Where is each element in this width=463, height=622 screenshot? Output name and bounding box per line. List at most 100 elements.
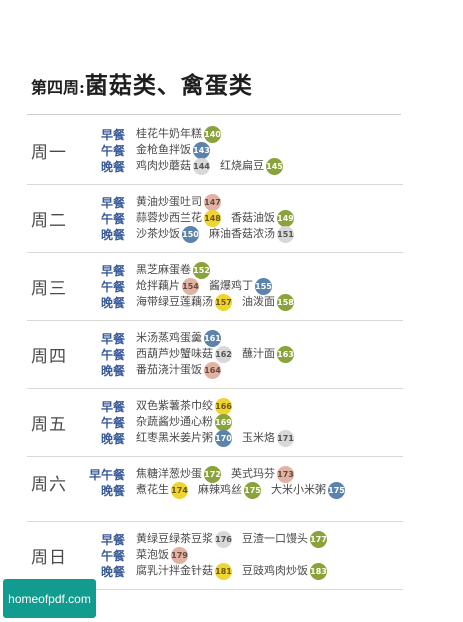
dish-name: 黄油炒蛋吐司 <box>136 195 202 208</box>
dish-name: 黑芝麻蛋卷 <box>136 263 191 276</box>
dish-item: 黑芝麻蛋卷 152 <box>136 261 210 279</box>
meal-type: 早餐 <box>100 128 125 142</box>
dish-name: 英式玛芬 <box>231 467 275 480</box>
page-number-badge: 174 <box>171 481 188 499</box>
page-number-badge: 175 <box>328 481 345 499</box>
dish-item: 大米小米粥 175 <box>271 481 345 499</box>
dish-item: 西葫芦炒蟹味菇 162 <box>136 345 232 363</box>
page-number-badge: 169 <box>215 413 232 431</box>
dish-name: 大米小米粥 <box>271 483 326 496</box>
dish-item: 沙茶炒饭 150 <box>136 225 199 243</box>
dish-item: 腐乳汁拌金针菇 181 <box>136 562 232 580</box>
dish-name: 双色紫薯茶巾绞 <box>136 399 213 412</box>
dish-item: 鸡肉炒蘑菇 144 <box>136 157 210 175</box>
dish-name: 海带绿豆莲藕汤 <box>136 295 213 308</box>
day-divider <box>27 184 403 185</box>
day-label: 周三 <box>31 279 67 299</box>
meal-type: 早餐 <box>100 196 125 210</box>
dish-name: 麻辣鸡丝 <box>198 483 242 496</box>
dish-item: 菜泡饭 179 <box>136 546 188 564</box>
dish-name: 油泼面 <box>242 295 275 308</box>
day-block: 周二 早餐 黄油炒蛋吐司 147 午餐 蒜蓉炒西兰花 148 香菇油饭 149 晚餐 沙茶炒饭 150… <box>27 185 403 253</box>
page-number-badge: 164 <box>204 361 221 379</box>
watermark-badge: homeofpdf.com <box>3 579 96 618</box>
dish-item: 豆渣一口馒头 177 <box>242 530 327 548</box>
dish-item: 蒜蓉炒西兰花 148 <box>136 209 221 227</box>
page-number-badge: 177 <box>310 530 327 548</box>
day-divider <box>27 521 403 522</box>
dish-name: 腐乳汁拌金针菇 <box>136 564 213 577</box>
dish-item: 红烧扁豆 145 <box>220 157 283 175</box>
meal-type: 午餐 <box>100 348 125 362</box>
page-number-badge: 150 <box>182 225 199 243</box>
page-number-badge: 181 <box>215 562 232 580</box>
page-number-badge: 179 <box>171 546 188 564</box>
day-label: 周日 <box>31 548 67 568</box>
meal-type: 午餐 <box>100 416 125 430</box>
page-number-badge: 148 <box>204 209 221 227</box>
meal-type: 晚餐 <box>100 296 125 310</box>
day-label: 周二 <box>31 211 67 231</box>
page-number-badge: 173 <box>277 465 294 483</box>
dish-name: 炝拌藕片 <box>136 279 180 292</box>
day-label: 周五 <box>31 415 67 435</box>
dish-item: 黄绿豆绿茶豆浆 176 <box>136 530 232 548</box>
dish-name: 蒜蓉炒西兰花 <box>136 211 202 224</box>
dish-item: 焦糖洋葱炒蛋 172 <box>136 465 221 483</box>
dish-name: 豆渣一口馒头 <box>242 532 308 545</box>
dish-item: 豆豉鸡肉炒饭 183 <box>242 562 327 580</box>
dish-item: 玉米烙 171 <box>242 429 294 447</box>
dish-name: 番茄浇汁蛋饭 <box>136 363 202 376</box>
title-topic: 菌菇类、禽蛋类 <box>84 72 253 99</box>
page-title: 第四周: 菌菇类、禽蛋类 <box>31 66 253 100</box>
title-divider <box>27 114 401 115</box>
day-divider <box>27 456 403 457</box>
meal-type: 晚餐 <box>100 432 125 446</box>
page-number-badge: 170 <box>215 429 232 447</box>
title-week: 第四周: <box>31 78 85 97</box>
day-block: 周五 早餐 双色紫薯茶巾绞 166 午餐 杂蔬酱炒通心粉 169 晚餐 红枣黑米姜片粥 170 玉米… <box>27 389 403 457</box>
page-number-badge: 155 <box>255 277 272 295</box>
page-number-badge: 143 <box>193 141 210 159</box>
day-divider <box>27 589 403 590</box>
dish-item: 蘸汁面 163 <box>242 345 294 363</box>
dish-item: 油泼面 158 <box>242 293 294 311</box>
meal-type: 晚餐 <box>100 484 125 498</box>
day-block: 周四 早餐 米汤蒸鸡蛋羹 161 午餐 西葫芦炒蟹味菇 162 蘸汁面 163 晚餐 番茄浇汁蛋饭 1… <box>27 321 403 389</box>
dish-name: 杂蔬酱炒通心粉 <box>136 415 213 428</box>
page-number-badge: 147 <box>204 193 221 211</box>
dish-name: 金枪鱼拌饭 <box>136 143 191 156</box>
day-block: 周六 早午餐 焦糖洋葱炒蛋 172 英式玛芬 173 晚餐 煮花生 174 麻辣鸡丝 175 大米小米… <box>27 457 403 522</box>
meal-type: 午餐 <box>100 212 125 226</box>
dish-item: 麻辣鸡丝 175 <box>198 481 261 499</box>
page-number-badge: 158 <box>277 293 294 311</box>
dish-item: 金枪鱼拌饭 143 <box>136 141 210 159</box>
dish-name: 米汤蒸鸡蛋羹 <box>136 331 202 344</box>
dish-item: 英式玛芬 173 <box>231 465 294 483</box>
dish-name: 菜泡饭 <box>136 548 169 561</box>
day-block: 周三 早餐 黑芝麻蛋卷 152 午餐 炝拌藕片 154 酱爆鸡丁 155 晚餐 海带绿豆莲藕汤 157… <box>27 253 403 321</box>
day-label: 周六 <box>31 475 67 495</box>
page-number-badge: 172 <box>204 465 221 483</box>
page-number-badge: 175 <box>244 481 261 499</box>
dish-name: 鸡肉炒蘑菇 <box>136 159 191 172</box>
dish-item: 黄油炒蛋吐司 147 <box>136 193 221 211</box>
meal-type: 早餐 <box>100 264 125 278</box>
page-number-badge: 140 <box>204 125 221 143</box>
dish-name: 豆豉鸡肉炒饭 <box>242 564 308 577</box>
day-block: 周一 早餐 桂花牛奶年糕 140 午餐 金枪鱼拌饭 143 晚餐 鸡肉炒蘑菇 144 红烧扁豆 145 <box>27 117 403 185</box>
dish-name: 沙茶炒饭 <box>136 227 180 240</box>
page-number-badge: 176 <box>215 530 232 548</box>
dish-item: 煮花生 174 <box>136 481 188 499</box>
dish-item: 红枣黑米姜片粥 170 <box>136 429 232 447</box>
dish-item: 米汤蒸鸡蛋羹 161 <box>136 329 221 347</box>
page-number-badge: 171 <box>277 429 294 447</box>
dish-name: 红烧扁豆 <box>220 159 264 172</box>
meal-type: 午餐 <box>100 549 125 563</box>
dish-name: 香菇油饭 <box>231 211 275 224</box>
dish-name: 桂花牛奶年糕 <box>136 127 202 140</box>
day-divider <box>27 320 403 321</box>
page-number-badge: 161 <box>204 329 221 347</box>
page-number-badge: 152 <box>193 261 210 279</box>
page-number-badge: 163 <box>277 345 294 363</box>
